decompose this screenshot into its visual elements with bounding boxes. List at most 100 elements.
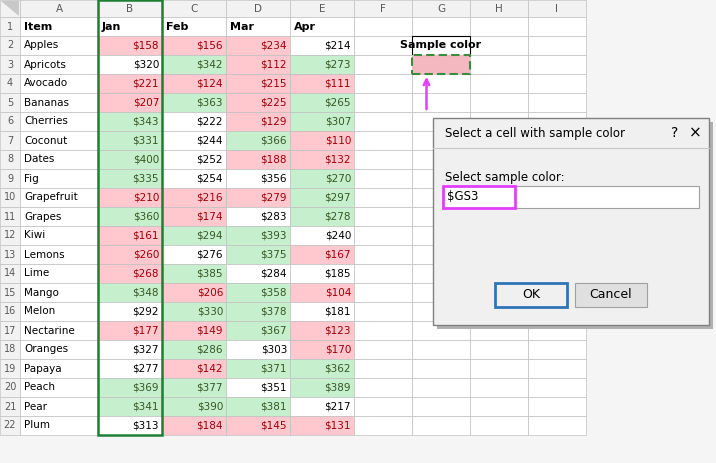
Text: A: A bbox=[55, 4, 62, 13]
Text: $161: $161 bbox=[132, 231, 159, 240]
Text: Pear: Pear bbox=[24, 401, 47, 412]
Bar bbox=[354, 321, 412, 340]
Bar bbox=[290, 169, 354, 188]
Bar bbox=[0, 36, 20, 55]
Bar bbox=[470, 131, 528, 150]
Text: $181: $181 bbox=[324, 307, 351, 317]
Bar bbox=[0, 283, 20, 302]
Text: $216: $216 bbox=[196, 193, 223, 202]
Text: $330: $330 bbox=[197, 307, 223, 317]
Bar bbox=[0, 55, 20, 74]
Text: $254: $254 bbox=[196, 174, 223, 183]
Text: 20: 20 bbox=[4, 382, 16, 393]
Text: 11: 11 bbox=[4, 212, 16, 221]
Text: $343: $343 bbox=[132, 117, 159, 126]
Bar bbox=[354, 283, 412, 302]
Bar bbox=[354, 55, 412, 74]
Bar bbox=[433, 118, 709, 325]
Bar bbox=[528, 378, 586, 397]
Bar bbox=[0, 74, 20, 93]
Bar bbox=[20, 55, 98, 74]
Bar bbox=[0, 0, 20, 17]
Bar bbox=[0, 340, 20, 359]
Bar bbox=[98, 359, 162, 378]
Bar bbox=[412, 131, 470, 150]
Text: 1: 1 bbox=[7, 21, 13, 31]
Bar bbox=[290, 188, 354, 207]
Text: $217: $217 bbox=[324, 401, 351, 412]
Text: Nectarine: Nectarine bbox=[24, 325, 74, 336]
Text: Select a cell with sample color: Select a cell with sample color bbox=[445, 126, 625, 139]
Bar bbox=[470, 416, 528, 435]
Text: $110: $110 bbox=[324, 136, 351, 145]
Bar bbox=[0, 0, 586, 435]
Text: F: F bbox=[380, 4, 386, 13]
Bar bbox=[290, 0, 354, 17]
Text: Select sample color:: Select sample color: bbox=[445, 171, 565, 184]
Text: $GS3: $GS3 bbox=[447, 190, 478, 204]
Bar bbox=[98, 36, 162, 55]
Bar bbox=[20, 340, 98, 359]
Bar bbox=[20, 397, 98, 416]
Bar bbox=[290, 226, 354, 245]
Text: $270: $270 bbox=[324, 174, 351, 183]
Bar bbox=[528, 0, 586, 17]
Text: $276: $276 bbox=[196, 250, 223, 259]
Bar bbox=[0, 226, 20, 245]
Text: Oranges: Oranges bbox=[24, 344, 68, 355]
Text: $377: $377 bbox=[196, 382, 223, 393]
Bar bbox=[412, 112, 470, 131]
Text: $222: $222 bbox=[196, 117, 223, 126]
Bar bbox=[290, 36, 354, 55]
Bar bbox=[528, 169, 586, 188]
Bar bbox=[354, 169, 412, 188]
Text: $206: $206 bbox=[197, 288, 223, 298]
Bar bbox=[98, 169, 162, 188]
Text: $174: $174 bbox=[196, 212, 223, 221]
Bar bbox=[354, 397, 412, 416]
Bar bbox=[98, 340, 162, 359]
Text: 22: 22 bbox=[4, 420, 16, 431]
Bar bbox=[470, 264, 528, 283]
Bar bbox=[20, 93, 98, 112]
Bar bbox=[470, 55, 528, 74]
Text: $307: $307 bbox=[324, 117, 351, 126]
Bar bbox=[354, 74, 412, 93]
Text: Grapes: Grapes bbox=[24, 212, 62, 221]
Bar bbox=[226, 302, 290, 321]
Bar bbox=[290, 112, 354, 131]
Bar bbox=[354, 264, 412, 283]
Bar bbox=[0, 264, 20, 283]
Bar bbox=[226, 321, 290, 340]
Bar bbox=[354, 340, 412, 359]
Text: 9: 9 bbox=[7, 174, 13, 183]
Bar bbox=[412, 17, 470, 36]
Text: $215: $215 bbox=[261, 79, 287, 88]
Text: $131: $131 bbox=[324, 420, 351, 431]
Bar bbox=[0, 169, 20, 188]
Bar bbox=[354, 93, 412, 112]
Text: $278: $278 bbox=[324, 212, 351, 221]
Bar bbox=[162, 359, 226, 378]
Text: 21: 21 bbox=[4, 401, 16, 412]
Text: $385: $385 bbox=[196, 269, 223, 279]
Bar bbox=[162, 302, 226, 321]
Text: $331: $331 bbox=[132, 136, 159, 145]
Text: B: B bbox=[127, 4, 134, 13]
Bar bbox=[20, 0, 98, 17]
Text: $142: $142 bbox=[196, 363, 223, 374]
Text: $111: $111 bbox=[324, 79, 351, 88]
Text: $303: $303 bbox=[261, 344, 287, 355]
Text: 2: 2 bbox=[7, 40, 13, 50]
Bar bbox=[470, 169, 528, 188]
Bar bbox=[354, 245, 412, 264]
Bar bbox=[20, 245, 98, 264]
Bar bbox=[162, 93, 226, 112]
Bar bbox=[470, 74, 528, 93]
Text: $214: $214 bbox=[324, 40, 351, 50]
Text: $327: $327 bbox=[132, 344, 159, 355]
Text: $371: $371 bbox=[261, 363, 287, 374]
Text: Dates: Dates bbox=[24, 155, 54, 164]
Bar bbox=[528, 264, 586, 283]
Bar bbox=[470, 378, 528, 397]
